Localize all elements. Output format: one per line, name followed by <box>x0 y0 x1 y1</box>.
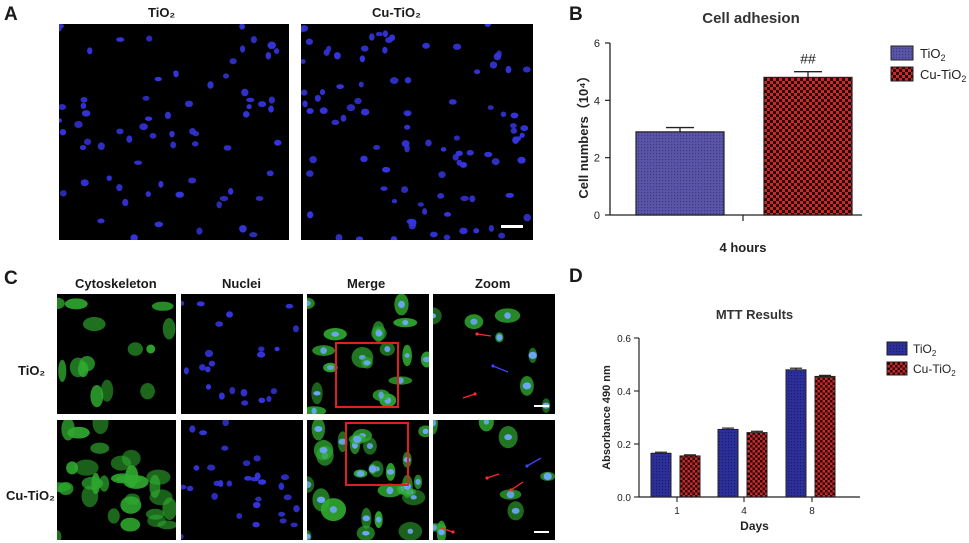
x-axis-label: Days <box>740 519 769 533</box>
red-arrow <box>462 393 476 399</box>
panel-c-row-tio2: TiO₂ <box>18 363 46 378</box>
red-arrow <box>510 481 524 491</box>
micrograph-c-tio2-cytoskeleton <box>57 294 176 414</box>
y-tick-label: 0.4 <box>617 387 631 398</box>
x-tick-label: 4 <box>741 506 747 517</box>
micrograph-c-cutio2-cytoskeleton <box>57 420 176 540</box>
panel-c-col-nuclei: Nuclei <box>222 276 262 291</box>
bar-tio2-day-8 <box>785 369 807 498</box>
y-tick-label: 2 <box>594 153 600 165</box>
scale-bar <box>501 225 523 228</box>
arrow-head <box>485 476 489 480</box>
cell-texture <box>59 24 282 240</box>
cell-texture <box>307 294 429 414</box>
zoom-region-box <box>335 342 399 408</box>
y-tick-label: 0.0 <box>617 493 631 504</box>
y-axis-label: Cell numbers（10⁴） <box>576 69 591 198</box>
legend-label-tio2: TiO2 <box>913 342 937 358</box>
micrograph-c-cutio2-zoom <box>433 420 555 540</box>
panel-c-col-cytoskeleton: Cytoskeleton <box>75 276 157 291</box>
micrograph-a-cutio2-nuclei <box>301 24 533 240</box>
arrow-head <box>475 332 479 336</box>
panel-letter-a: A <box>4 4 18 25</box>
blue-arrow <box>526 457 542 467</box>
cell-texture <box>307 420 429 540</box>
bar-tio2-day-4 <box>717 428 739 498</box>
legend-label-tio2: TiO2 <box>920 46 945 63</box>
legend-label-cu-tio2: Cu-TiO2 <box>913 362 956 378</box>
cell-texture <box>433 307 551 413</box>
x-axis-label: 4 hours <box>720 240 767 255</box>
y-tick-label: 0.6 <box>617 334 631 345</box>
y-tick-label: 4 <box>594 95 600 107</box>
legend-label-cu-tio2: Cu-TiO2 <box>920 67 966 84</box>
x-tick-label: 1 <box>674 506 680 517</box>
red-arrow <box>476 333 492 337</box>
chart-mtt-results: MTT Results 0.0 0.2 0.4 0.6 Absorbance 490 nm… <box>601 307 956 533</box>
chart-title: MTT Results <box>716 307 793 322</box>
arrow-head <box>451 530 455 534</box>
bar-cu-tio2-day-4 <box>746 432 768 498</box>
micrograph-c-tio2-zoom <box>433 294 555 414</box>
y-axis-label: Absorbance 490 nm <box>601 365 613 470</box>
cell-texture <box>181 420 300 540</box>
panel-a-label-tio2: TiO₂ <box>148 5 176 20</box>
legend-swatch-tio2 <box>886 341 908 356</box>
significance-mark: ## <box>800 51 816 67</box>
panel-letter-b: B <box>569 4 583 25</box>
cell-texture <box>57 420 176 540</box>
legend-swatch-cu-tio2 <box>890 66 914 82</box>
micrograph-c-cutio2-merge <box>307 420 429 540</box>
zoom-region-box <box>345 422 409 486</box>
bar-tio2 <box>635 131 725 216</box>
cell-texture <box>301 24 532 240</box>
y-tick-label: 0.2 <box>617 440 631 451</box>
panel-c-row-cutio2: Cu-TiO₂ <box>6 488 55 503</box>
arrow-head <box>473 392 477 396</box>
blue-arrow <box>492 365 509 373</box>
annotation-arrows <box>440 457 542 534</box>
bar-cu-tio2-day-1 <box>679 455 701 498</box>
arrow-head <box>525 464 529 468</box>
arrow-head <box>509 488 513 492</box>
annotation-arrows <box>462 332 509 399</box>
y-tick-label: 0 <box>594 210 600 222</box>
micrograph-c-tio2-nuclei <box>181 294 303 414</box>
chart-cell-adhesion: Cell adhesion 0 2 4 6 Cell numbers（10⁴） 4 hour… <box>576 10 966 255</box>
panel-letter-c: C <box>4 268 18 289</box>
arrow-head <box>491 364 495 368</box>
red-arrow <box>440 527 454 533</box>
panel-c-col-merge: Merge <box>347 276 386 291</box>
panel-letter-d: D <box>569 266 583 287</box>
legend-swatch-cu-tio2 <box>886 361 908 376</box>
scale-bar <box>534 405 549 407</box>
red-arrow <box>486 473 500 479</box>
bar-cu-tio2-day-8 <box>814 375 836 498</box>
x-tick-label: 8 <box>809 506 815 517</box>
legend-swatch-tio2 <box>890 45 914 61</box>
scale-bar <box>534 531 549 533</box>
bar-tio2-day-1 <box>650 452 672 498</box>
panel-a-label-cutio2: Cu-TiO₂ <box>372 5 421 20</box>
chart-title: Cell adhesion <box>702 10 800 27</box>
panel-c-col-zoom: Zoom <box>475 276 511 291</box>
y-tick-label: 6 <box>594 38 600 50</box>
bar-cu-tio2 <box>763 76 853 216</box>
cell-texture <box>433 420 555 540</box>
cell-texture <box>181 300 299 406</box>
micrograph-c-tio2-merge <box>307 294 429 414</box>
cell-texture <box>57 297 176 408</box>
micrograph-c-cutio2-nuclei <box>181 420 303 540</box>
micrograph-a-tio2-nuclei <box>59 24 289 240</box>
